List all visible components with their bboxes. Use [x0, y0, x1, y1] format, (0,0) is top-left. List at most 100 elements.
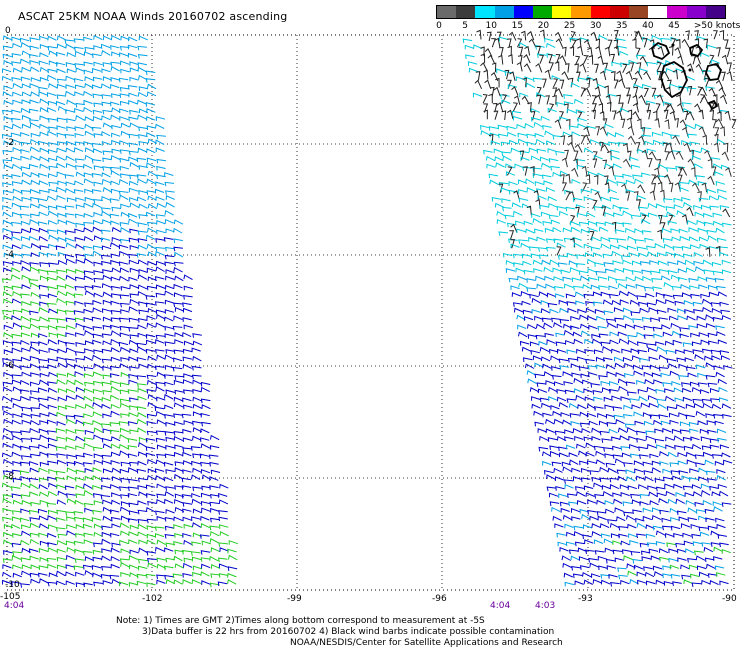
wind-barb-w-1403	[183, 562, 193, 568]
wind-barb-e-589	[556, 205, 567, 211]
wind-barb-w-66	[21, 66, 31, 72]
wind-barb-e-260	[496, 102, 504, 112]
wind-barb-e-308	[683, 110, 689, 121]
wind-barb-w-572	[47, 286, 57, 291]
wind-barb-e-1563	[721, 548, 731, 554]
wind-barb-e-247	[632, 94, 639, 105]
wind-barb-w-160	[102, 109, 112, 115]
wind-barb-e-128	[579, 63, 587, 73]
wind-barb-w-512	[57, 259, 68, 265]
wind-barb-e-738	[530, 253, 541, 259]
wind-barb-w-1023	[118, 443, 129, 450]
wind-barb-w-1268	[119, 522, 130, 529]
wind-barb-e-973	[688, 325, 698, 330]
wind-barb-w-443	[156, 229, 166, 235]
wind-barb-e-981	[555, 332, 565, 338]
wind-barb-w-886	[137, 395, 147, 401]
lat-tick-4s: -4	[5, 250, 14, 260]
wind-barb-e-1265	[716, 428, 727, 434]
wind-barb-w-681	[83, 325, 93, 331]
wind-barb-e-214	[583, 87, 592, 97]
wind-barb-e-390	[672, 135, 680, 145]
wind-barb-w-861	[119, 389, 130, 395]
wind-barb-w-951	[100, 423, 111, 428]
wind-barb-e-1163	[575, 394, 585, 400]
wind-barb-e-673	[615, 229, 625, 234]
wind-barb-e-1216	[658, 414, 669, 419]
wind-barb-e-793	[578, 270, 589, 275]
wind-barb-e-967	[633, 324, 643, 330]
wind-barb-e-1436	[604, 499, 614, 505]
wind-barb-e-814	[544, 275, 554, 281]
wind-barb-w-455	[83, 235, 94, 242]
wind-barb-e-1635	[719, 580, 729, 586]
wind-barb-w-50	[20, 58, 30, 64]
wind-barb-w-1359	[20, 557, 31, 562]
wind-barb-e-1266	[539, 435, 549, 441]
wind-barb-w-576	[84, 285, 94, 291]
wind-barb-e-555	[717, 188, 727, 194]
wind-barb-e-108	[656, 60, 666, 66]
wind-barb-e-295	[559, 116, 569, 122]
wind-barb-w-1385	[21, 564, 31, 570]
wind-barb-w-167	[10, 117, 21, 123]
wind-barb-w-498	[110, 253, 120, 259]
wind-barb-w-1025	[138, 442, 148, 448]
wind-barb-w-21	[47, 45, 58, 51]
wind-barb-w-106	[74, 84, 85, 90]
wind-barb-w-6	[57, 35, 67, 41]
wind-barb-w-236	[147, 138, 158, 144]
wind-barb-w-975	[109, 429, 120, 435]
wind-barb-e-675	[634, 228, 644, 234]
wind-barb-w-700	[65, 332, 75, 337]
wind-barb-e-162	[625, 70, 633, 81]
wind-barb-e-1109	[678, 375, 688, 380]
wind-barb-w-401	[127, 212, 138, 218]
wind-barb-w-1232	[20, 517, 30, 523]
wind-barb-e-1084	[658, 366, 669, 372]
wind-barb-e-1466	[695, 509, 706, 514]
wind-barb-e-1173	[665, 395, 675, 402]
wind-barb-e-1133	[697, 382, 708, 387]
wind-barb-e-878	[690, 293, 700, 299]
wind-barb-w-170	[39, 115, 49, 121]
wind-barb-e-794	[587, 268, 597, 273]
wind-barb-e-249	[646, 100, 656, 106]
wind-barb-w-760	[12, 358, 22, 364]
wind-barb-e-917	[613, 307, 624, 312]
wind-barb-e-1533	[620, 540, 630, 546]
wind-barb-w-655	[39, 316, 49, 322]
wind-barb-e-353	[583, 126, 590, 137]
wind-barb-w-269	[119, 157, 130, 163]
wind-barb-w-776	[156, 354, 166, 360]
wind-barb-e-832	[705, 277, 716, 282]
wind-barb-e-880	[708, 291, 719, 297]
wind-barb-e-202	[472, 92, 483, 98]
wind-barb-w-213	[101, 130, 111, 137]
wind-barb-w-464	[163, 237, 174, 242]
wind-barb-w-277	[28, 163, 39, 169]
wind-barb-e-244	[605, 94, 612, 105]
wind-barb-w-1196	[147, 500, 157, 506]
wind-barb-w-560	[128, 276, 138, 282]
wind-barb-w-950	[92, 419, 102, 425]
wind-barb-w-701	[75, 332, 85, 337]
wind-barb-e-1269	[564, 436, 574, 441]
wind-barb-e-355	[599, 126, 608, 136]
wind-barb-w-193	[84, 123, 94, 130]
wind-barb-e-631	[703, 212, 713, 218]
wind-barb-e-46	[617, 45, 627, 51]
wind-barb-e-216	[604, 85, 609, 96]
wind-barb-w-1148	[165, 486, 175, 491]
wind-barb-e-80	[668, 45, 674, 56]
wind-barb-e-728	[663, 243, 674, 249]
wind-barb-w-509	[29, 262, 39, 267]
wind-barb-w-825	[2, 381, 13, 387]
wind-barb-e-1592	[652, 565, 663, 571]
wind-barb-w-258	[20, 155, 30, 161]
wind-barb-e-1502	[680, 523, 691, 528]
wind-barb-w-365	[147, 195, 157, 201]
wind-barb-w-284	[93, 165, 104, 170]
wind-barb-w-41	[83, 51, 94, 56]
wind-barb-e-573	[649, 190, 656, 201]
